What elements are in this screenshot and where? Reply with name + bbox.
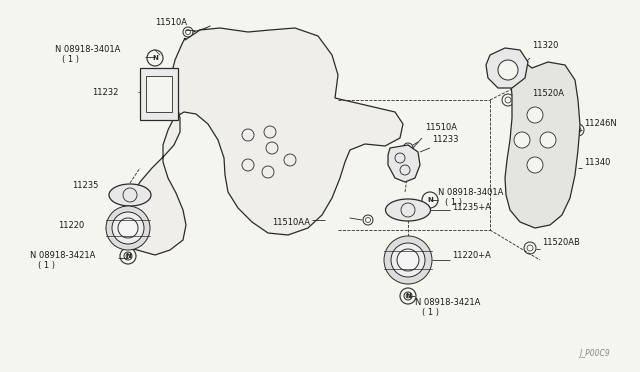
Polygon shape xyxy=(120,28,403,255)
Circle shape xyxy=(527,107,543,123)
Text: 11232: 11232 xyxy=(92,88,118,97)
Text: N 08918-3401A: N 08918-3401A xyxy=(55,45,120,54)
Circle shape xyxy=(514,132,530,148)
Text: N 08918-3421A: N 08918-3421A xyxy=(30,251,95,260)
Text: N: N xyxy=(125,253,131,259)
Circle shape xyxy=(540,132,556,148)
Text: ( 1 ): ( 1 ) xyxy=(38,261,55,270)
Ellipse shape xyxy=(385,199,431,221)
Circle shape xyxy=(527,157,543,173)
Polygon shape xyxy=(140,68,178,120)
Text: N 08918-3421A: N 08918-3421A xyxy=(415,298,481,307)
Text: 11510A: 11510A xyxy=(155,17,187,26)
Circle shape xyxy=(498,60,518,80)
Text: N: N xyxy=(427,197,433,203)
Circle shape xyxy=(391,243,425,277)
Text: 11233: 11233 xyxy=(432,135,458,144)
Text: 11320: 11320 xyxy=(532,41,558,50)
Ellipse shape xyxy=(109,184,151,206)
Circle shape xyxy=(147,50,163,66)
Text: 11520A: 11520A xyxy=(532,89,564,98)
Circle shape xyxy=(106,206,150,250)
Text: ( 1 ): ( 1 ) xyxy=(445,198,462,207)
Text: N: N xyxy=(152,55,158,61)
Polygon shape xyxy=(505,62,580,228)
Circle shape xyxy=(112,212,144,244)
Text: 11235+A: 11235+A xyxy=(452,203,491,212)
Circle shape xyxy=(384,236,432,284)
Text: 11510A: 11510A xyxy=(425,123,457,132)
Text: ( 1 ): ( 1 ) xyxy=(422,308,439,317)
Text: 11246N: 11246N xyxy=(584,119,617,128)
Text: ( 1 ): ( 1 ) xyxy=(62,55,79,64)
Polygon shape xyxy=(146,76,172,112)
Text: J_P00C9: J_P00C9 xyxy=(579,349,610,358)
Polygon shape xyxy=(388,145,420,182)
Text: 11510AA: 11510AA xyxy=(272,218,310,227)
Text: 11340: 11340 xyxy=(584,158,611,167)
Circle shape xyxy=(397,249,419,271)
Text: 11220+A: 11220+A xyxy=(452,251,491,260)
Text: 11220: 11220 xyxy=(58,221,84,230)
Text: N 08918-3401A: N 08918-3401A xyxy=(438,188,504,197)
Text: N: N xyxy=(405,293,411,299)
Text: 11520AB: 11520AB xyxy=(542,238,580,247)
Polygon shape xyxy=(486,48,528,88)
Circle shape xyxy=(422,192,438,208)
Circle shape xyxy=(118,218,138,238)
Circle shape xyxy=(400,288,416,304)
Text: 11235: 11235 xyxy=(72,181,99,190)
Circle shape xyxy=(120,248,136,264)
